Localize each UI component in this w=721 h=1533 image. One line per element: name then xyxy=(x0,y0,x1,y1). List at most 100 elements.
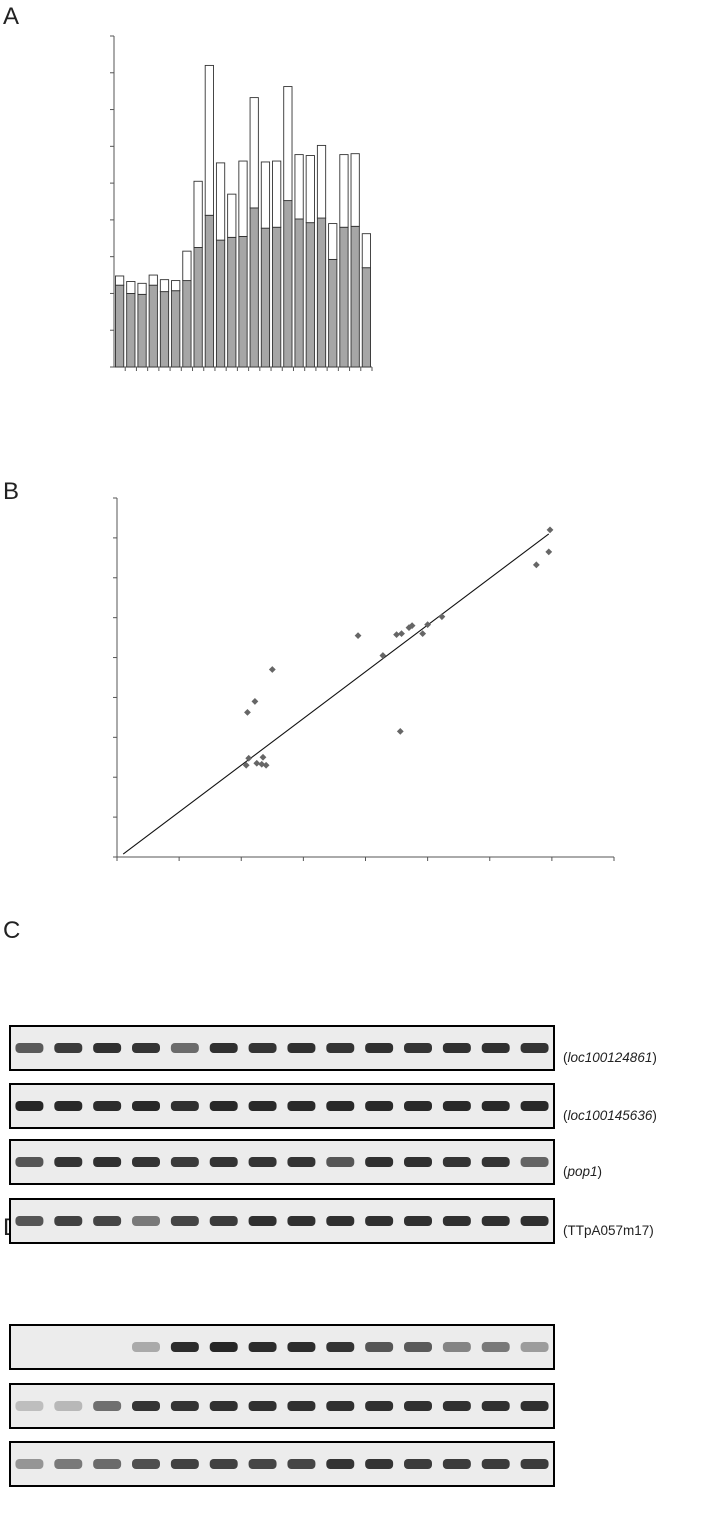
gel-strip xyxy=(9,1441,555,1487)
bar-segment xyxy=(361,267,371,368)
gel-band xyxy=(442,1043,471,1053)
scatter-point xyxy=(379,652,387,659)
gel-band xyxy=(326,1216,355,1226)
gel-band xyxy=(132,1216,160,1226)
bar-segment xyxy=(126,292,136,368)
gel-band xyxy=(248,1342,277,1352)
bar-segment xyxy=(294,154,304,220)
bar-segment xyxy=(182,250,192,282)
gel-band xyxy=(132,1459,160,1469)
gel-band xyxy=(248,1101,277,1111)
gel-band xyxy=(248,1216,277,1226)
gel-band xyxy=(209,1157,238,1167)
gel-band xyxy=(15,1216,44,1226)
gel-panel-d xyxy=(9,1324,555,1487)
gel-band xyxy=(404,1216,432,1226)
gel-band xyxy=(132,1342,160,1352)
gel-band xyxy=(209,1342,238,1352)
gel-row-sublabel: (loc100124861) xyxy=(563,1050,657,1065)
gel-band xyxy=(54,1216,83,1226)
gel-band xyxy=(248,1157,277,1167)
bar-segment xyxy=(350,225,360,368)
gel-band xyxy=(93,1157,122,1167)
gel-band xyxy=(365,1157,394,1167)
gel-band xyxy=(209,1401,238,1411)
gel-band xyxy=(132,1401,160,1411)
bar-segment xyxy=(316,217,327,368)
gel-band xyxy=(170,1459,199,1469)
gel-band xyxy=(132,1157,160,1167)
bar-segment xyxy=(215,239,226,368)
bar-segment xyxy=(328,223,338,260)
bar-segment xyxy=(260,161,271,229)
gel-band xyxy=(170,1101,199,1111)
gel-band xyxy=(132,1101,160,1111)
gel-band xyxy=(15,1459,44,1469)
bar-segment xyxy=(260,227,271,368)
bar-segment xyxy=(249,97,259,209)
gel-band xyxy=(326,1157,355,1167)
scatter-point xyxy=(244,709,251,716)
bar-segment xyxy=(305,222,315,368)
gel-band xyxy=(209,1216,238,1226)
bar-segment xyxy=(283,86,293,202)
gel-strip xyxy=(9,1083,555,1129)
gel-band xyxy=(170,1342,199,1352)
bar-segment xyxy=(204,214,214,368)
gel-band xyxy=(365,1043,394,1053)
bar-segment xyxy=(148,274,158,286)
bar-segment xyxy=(193,180,203,248)
gel-band xyxy=(326,1101,355,1111)
scatter-point xyxy=(262,761,270,769)
bar-segment xyxy=(137,282,147,295)
bar-segment xyxy=(182,280,192,368)
scatter-point xyxy=(245,754,253,762)
gel-band xyxy=(365,1216,394,1226)
gel-band xyxy=(520,1401,549,1411)
bar-segment xyxy=(115,275,125,286)
gel-band xyxy=(93,1401,122,1411)
gel-band xyxy=(365,1342,394,1352)
gel-band xyxy=(132,1043,160,1053)
gel-band xyxy=(481,1216,510,1226)
gel-band xyxy=(481,1459,510,1469)
gel-row-gene-name: TTpA057m17 xyxy=(568,1223,650,1238)
gel-band xyxy=(287,1043,316,1053)
scatter-point xyxy=(393,631,400,639)
gel-band xyxy=(404,1157,432,1167)
gel-strip xyxy=(9,1383,555,1429)
bar-segment xyxy=(272,160,282,228)
gel-band xyxy=(15,1101,44,1111)
gel-band xyxy=(326,1401,355,1411)
scatter-chart-panel-b xyxy=(113,497,615,861)
gel-band xyxy=(93,1216,122,1226)
scatter-point xyxy=(398,630,405,638)
bar-segment xyxy=(126,281,136,294)
gel-panel-c: (loc100124861) (loc100145636) (pop1) (TTpA0… xyxy=(9,1025,657,1244)
bar-segment xyxy=(204,64,214,216)
gel-band xyxy=(481,1401,510,1411)
gel-band xyxy=(170,1157,199,1167)
scatter-point xyxy=(259,753,267,761)
scatter-point xyxy=(546,526,554,534)
gel-band xyxy=(170,1216,199,1226)
gel-band xyxy=(520,1342,549,1352)
gel-band xyxy=(481,1043,510,1053)
bar-segment xyxy=(115,284,125,368)
gel-band xyxy=(481,1157,510,1167)
gel-band xyxy=(481,1342,510,1352)
bar-segment xyxy=(328,258,338,368)
bar-segment xyxy=(294,218,304,368)
bar-segment xyxy=(215,162,226,241)
gel-strip xyxy=(9,1025,555,1071)
panel-letter-c: C xyxy=(3,917,20,944)
gel-band xyxy=(520,1157,549,1167)
gel-band xyxy=(326,1043,355,1053)
gel-band xyxy=(209,1459,238,1469)
gel-band xyxy=(170,1401,199,1411)
gel-band xyxy=(54,1401,83,1411)
gel-band xyxy=(287,1157,316,1167)
gel-band xyxy=(209,1043,238,1053)
gel-band xyxy=(287,1101,316,1111)
gel-row-sublabel: (TTpA057m17) xyxy=(563,1223,654,1238)
